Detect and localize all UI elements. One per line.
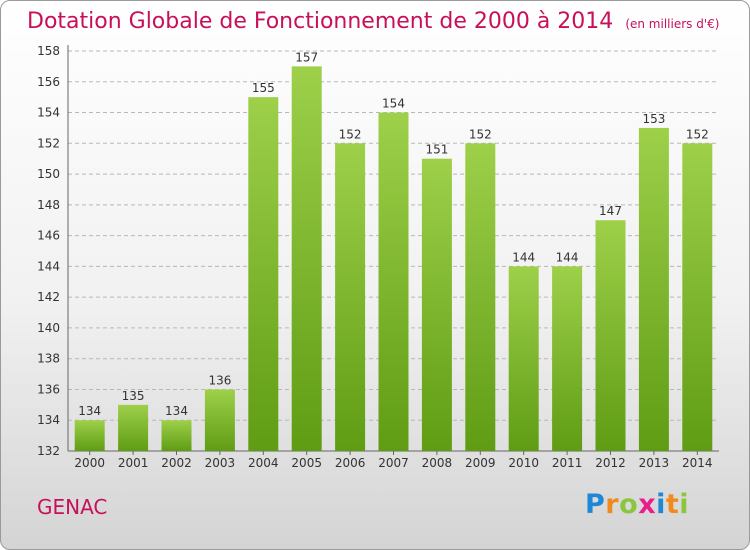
- y-tick-label: 146: [37, 229, 60, 243]
- x-tick-label: 2014: [682, 456, 713, 470]
- y-tick-label: 144: [37, 259, 60, 273]
- x-tick-label: 2000: [74, 456, 105, 470]
- data-label: 144: [512, 250, 535, 264]
- logo-letter: o: [619, 489, 639, 520]
- x-tick-label: 2011: [552, 456, 583, 470]
- data-label: 151: [425, 143, 448, 157]
- bar-2001: [118, 404, 149, 451]
- y-tick-label: 136: [37, 382, 60, 396]
- x-tick-label: 2002: [161, 456, 192, 470]
- y-tick-label: 142: [37, 290, 60, 304]
- bar-2014: [682, 143, 713, 452]
- data-label: 154: [382, 97, 405, 111]
- labels: 132 134 136 138 140 142 144 146 148 150 152 154 156 1…: [37, 44, 712, 470]
- data-label: 136: [208, 373, 231, 387]
- bar-2002: [161, 420, 192, 451]
- chart-subtitle: (en milliers d'€): [625, 17, 720, 31]
- data-label: 155: [252, 81, 275, 95]
- x-tick-label: 2010: [508, 456, 539, 470]
- data-label: 135: [122, 389, 145, 403]
- y-tick-label: 150: [37, 167, 60, 181]
- bars: [74, 66, 713, 452]
- x-tick-label: 2008: [422, 456, 453, 470]
- x-tick-label: 2001: [118, 456, 149, 470]
- x-tick-label: 2003: [205, 456, 236, 470]
- bar-2008: [421, 158, 452, 451]
- data-label: 144: [556, 250, 579, 264]
- data-label: 152: [339, 127, 362, 141]
- data-label: 152: [469, 127, 492, 141]
- x-tick-label: 2012: [595, 456, 626, 470]
- logo-letter: P: [585, 489, 606, 520]
- bar-2012: [595, 220, 626, 451]
- chart-title-text: Dotation Globale de Fonctionnement de 20…: [27, 9, 614, 34]
- bar-2000: [74, 420, 105, 451]
- logo-letter: x: [638, 489, 657, 520]
- y-tick-label: 134: [37, 413, 60, 427]
- logo-letter: i: [656, 489, 666, 520]
- x-tick-label: 2009: [465, 456, 496, 470]
- logo-letter: t: [665, 489, 680, 520]
- y-tick-label: 152: [37, 136, 60, 150]
- bar-2011: [552, 266, 583, 451]
- data-label: 157: [295, 50, 318, 64]
- bar-2009: [465, 143, 496, 452]
- x-tick-label: 2007: [378, 456, 409, 470]
- data-label: 134: [165, 404, 188, 418]
- bar-2013: [638, 127, 669, 451]
- bar-2010: [508, 266, 539, 451]
- y-tick-label: 138: [37, 352, 60, 366]
- x-tick-label: 2006: [335, 456, 366, 470]
- data-label: 147: [599, 204, 622, 218]
- proxiti-logo[interactable]: Proxiti: [585, 489, 689, 520]
- bar-2004: [248, 97, 279, 452]
- x-tick-label: 2013: [639, 456, 670, 470]
- town-name: GENAC: [37, 495, 108, 519]
- bar-2005: [291, 66, 322, 451]
- chart-title: Dotation Globale de Fonctionnement de 20…: [27, 9, 719, 34]
- data-label: 152: [686, 127, 709, 141]
- y-tick-label: 154: [37, 106, 60, 120]
- logo-letter: r: [605, 489, 620, 520]
- bar-2003: [204, 389, 235, 451]
- y-tick-label: 140: [37, 321, 60, 335]
- bar-2007: [378, 112, 409, 452]
- data-label: 134: [78, 404, 101, 418]
- y-tick-label: 156: [37, 75, 60, 89]
- y-tick-label: 158: [37, 44, 60, 58]
- bar-2006: [335, 143, 366, 452]
- x-tick-label: 2005: [291, 456, 322, 470]
- y-tick-label: 148: [37, 198, 60, 212]
- x-tick-label: 2004: [248, 456, 279, 470]
- data-label: 153: [642, 112, 665, 126]
- logo-letter: i: [679, 489, 690, 520]
- y-tick-label: 132: [37, 444, 60, 458]
